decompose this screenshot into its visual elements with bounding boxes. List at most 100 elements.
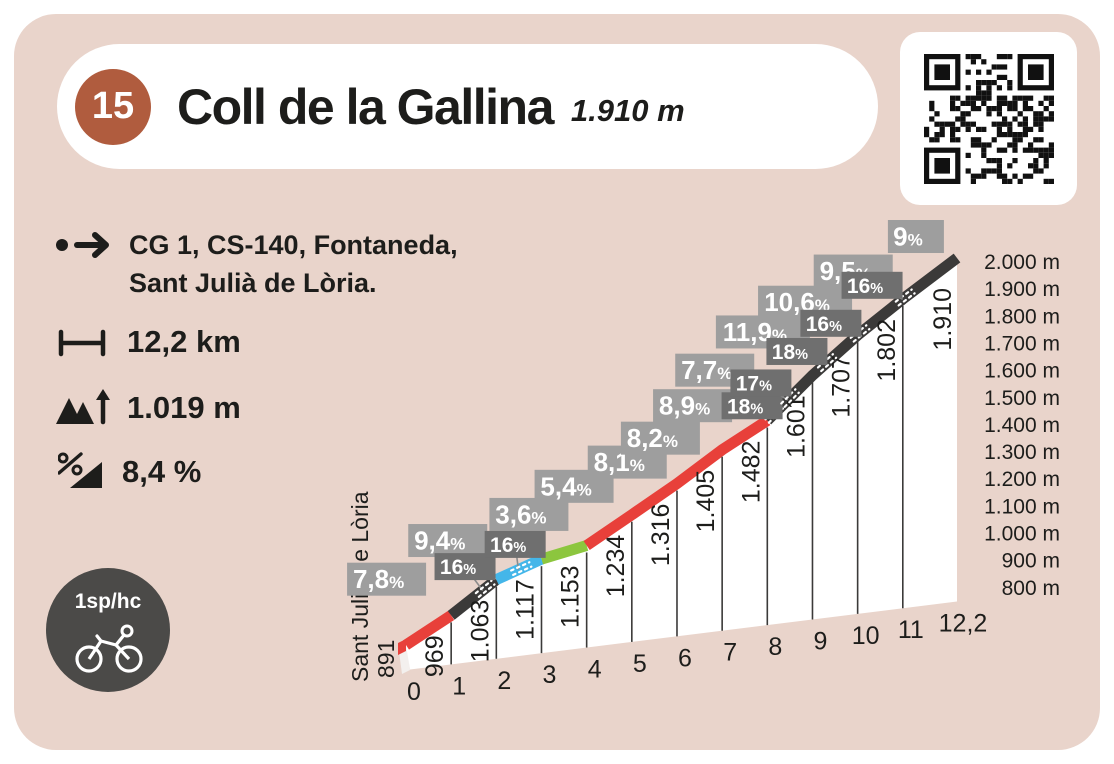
qr-module [976,126,982,132]
qr-module [1002,74,1008,80]
qr-module [986,85,992,91]
qr-module [965,69,971,75]
qr-module [1002,173,1008,179]
qr-module [1017,178,1023,184]
qr-module [1012,100,1018,106]
profile-band-red [402,610,455,650]
qr-module [1038,100,1044,106]
y-axis-label: 1.200 m [984,468,1060,491]
qr-module [929,106,935,112]
qr-module [970,121,976,127]
max-gradient-dots [510,561,531,572]
qr-module [986,142,992,148]
climb-number: 15 [91,85,135,127]
qr-module [976,69,982,75]
x-axis-label: 9 [814,627,828,655]
qr-module [1002,95,1008,101]
qr-module [1033,168,1039,174]
qr-module [1012,106,1018,112]
qr-module [1022,116,1028,122]
qr-module [991,106,997,112]
x-axis-label: 0 [407,678,421,706]
avg-gradient-info: 8,4 % [58,452,201,490]
qr-module [934,111,940,117]
elevation-label: 969 [421,635,449,677]
qr-module [1048,95,1054,101]
qr-module [991,64,997,70]
y-axis-label: 1.100 m [984,495,1060,518]
qr-module [970,173,976,179]
qr-module [1028,173,1034,179]
max-gradient-label-box [841,271,903,299]
qr-module [1002,64,1008,70]
profile-band-black [447,575,500,620]
max-gradient-dots [852,327,871,343]
qr-module [1022,173,1028,179]
qr-module [1007,163,1013,169]
qr-module [1002,147,1008,153]
x-axis-label: 3 [543,661,557,689]
gradient-label-box [887,220,944,254]
qr-module [1012,95,1018,101]
qr-module [965,121,971,127]
qr-module [955,126,961,132]
qr-module [1012,116,1018,122]
qr-module [1038,147,1044,153]
qr-module [1048,147,1054,153]
category-label: 1sp/hc [74,590,142,613]
distance-value: 12,2 km [127,324,241,359]
qr-code [924,54,1054,184]
profile-band-red [583,415,771,551]
elevation-label: 1.063 [466,600,494,663]
qr-module [996,121,1002,127]
qr-module [1033,158,1039,164]
qr-module [986,69,992,75]
qr-module [960,100,966,106]
qr-module [981,173,987,179]
qr-module [934,121,940,127]
qr-module [996,95,1002,101]
max-gradient-dots [894,288,913,303]
gradient-label-box [620,421,700,455]
elevation-gain-value: 1.019 m [127,390,241,425]
qr-module [1007,106,1013,112]
max-gradient-label-value: 16% [847,275,883,298]
max-gradient-label-box [800,309,862,337]
gradient-label-box [408,524,488,558]
qr-module [1007,85,1013,91]
qr-module [1012,137,1018,143]
qr-module [976,173,982,179]
qr-module [1028,142,1034,148]
elevation-label: 1.802 [873,319,901,382]
qr-module [1043,116,1049,122]
max-gradient-dots [783,391,800,408]
qr-module [1038,126,1044,132]
qr-module [1017,95,1023,101]
qr-module [1043,147,1049,153]
qr-module [960,111,966,117]
qr-module [1007,121,1013,127]
qr-module [1017,111,1023,117]
qr-module [965,95,971,101]
qr-module [950,121,956,127]
qr-module [1048,116,1054,122]
elevation-gain-info: 1.019 m [55,388,241,426]
qr-module [981,168,987,174]
qr-module [1043,163,1049,169]
qr-module [981,142,987,148]
qr-module [965,54,971,60]
qr-module [1043,178,1049,184]
y-axis-label: 1.000 m [984,523,1060,546]
elevation-label: 1.117 [511,579,539,640]
elevation-gain-icon [56,389,110,425]
qr-module [981,152,987,158]
qr-module [950,126,956,132]
qr-module [996,64,1002,70]
y-axis-label: 1.300 m [984,441,1060,464]
y-axis-label: 1.600 m [984,360,1060,383]
qr-module [981,80,987,86]
x-axis-label: 12,2 [939,610,988,638]
qr-module [1022,147,1028,153]
qr-module [1017,137,1023,143]
summit-elevation-label: 1.910 [929,288,957,351]
